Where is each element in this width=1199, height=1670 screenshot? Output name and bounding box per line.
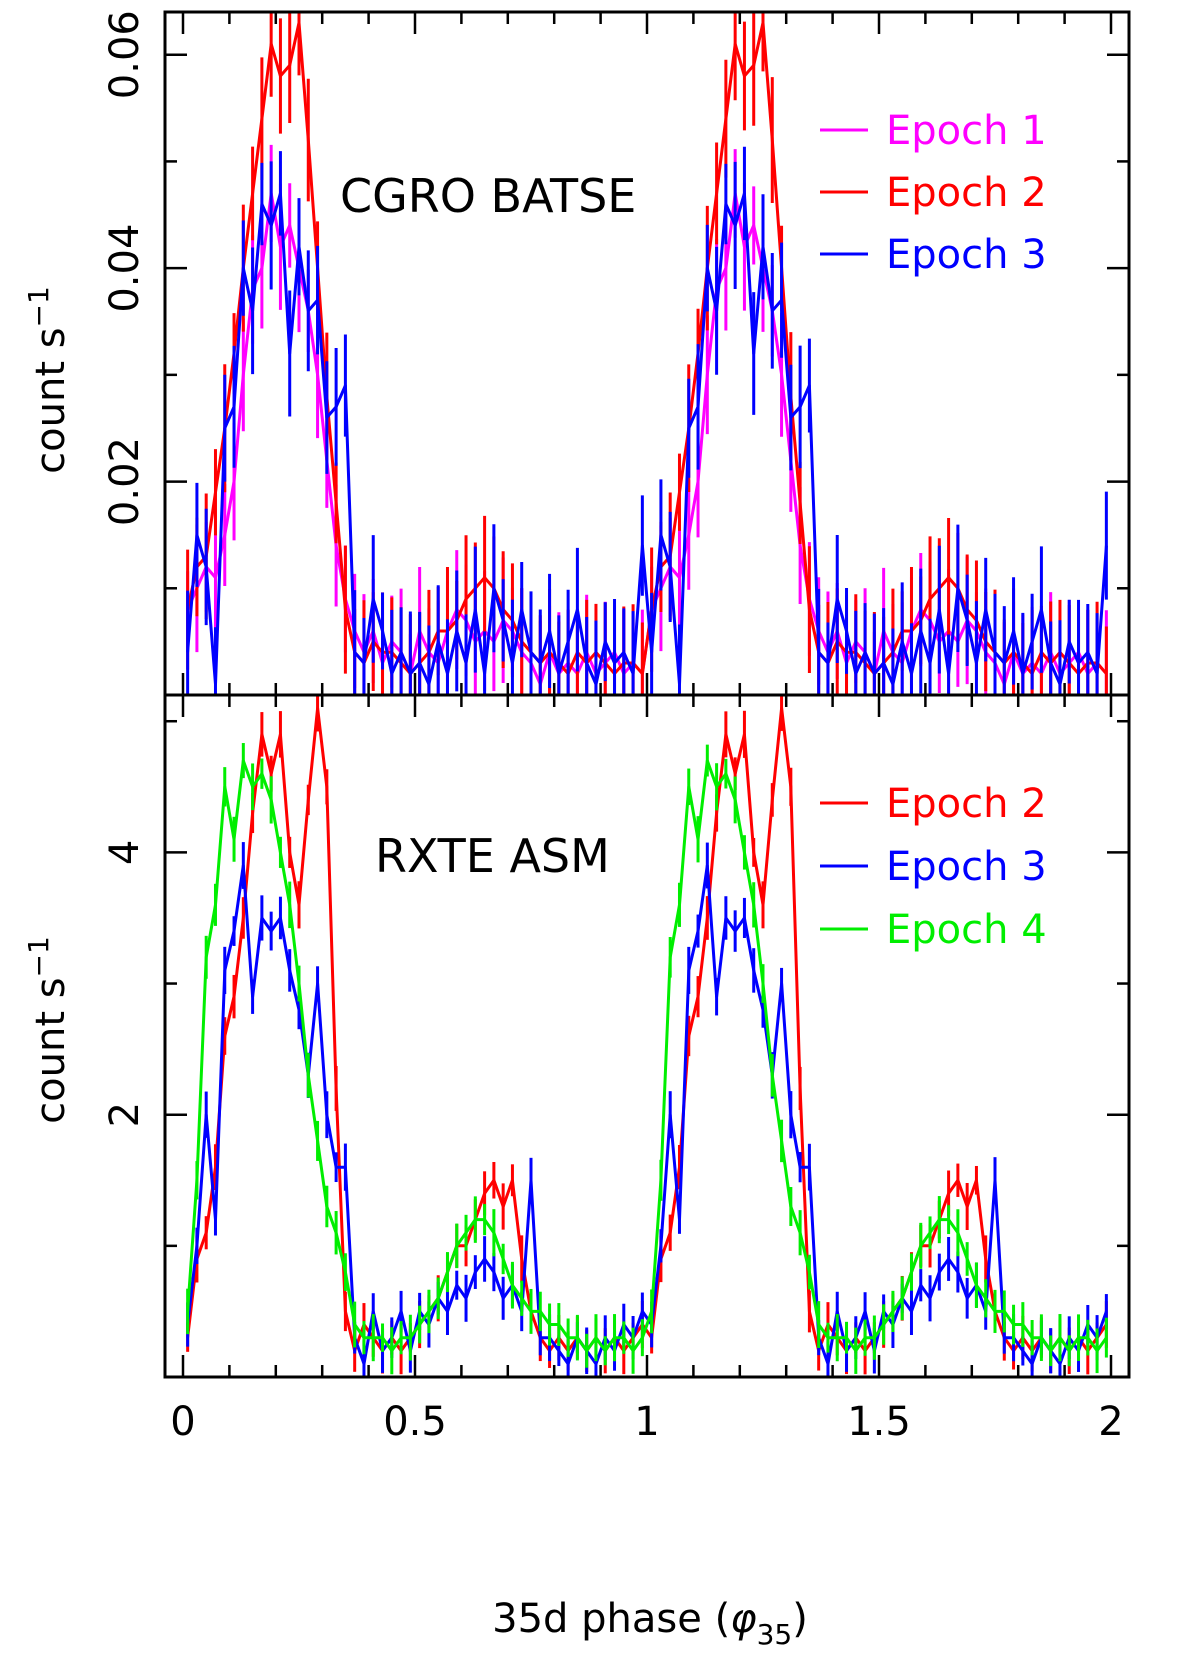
top-legend: Epoch 1 Epoch 2 Epoch 3	[820, 108, 1047, 278]
bottom-y-axis-label: count s−1	[22, 936, 74, 1124]
series-line	[186, 191, 1108, 686]
bottom-x-tick-labels: 0 0.5 1 1.5 2	[170, 1399, 1123, 1445]
y-tick-label: 0.04	[102, 224, 148, 313]
bottom-plot-frame	[163, 693, 1131, 1379]
bottom-y-tick-labels: 24	[102, 840, 148, 1128]
legend-label: Epoch 3	[886, 844, 1047, 890]
bottom-legend: Epoch 2 Epoch 3 Epoch 4	[820, 781, 1047, 953]
top-y-tick-labels: 0.02 0.04 0.06	[102, 10, 148, 526]
y-tick-label: 2	[102, 1102, 148, 1127]
y-tick-label: 0.06	[102, 10, 148, 99]
top-panel-title: CGRO BATSE	[340, 169, 636, 223]
legend-label: Epoch 3	[886, 232, 1047, 278]
legend-label: Epoch 2	[886, 781, 1047, 827]
series-line	[186, 864, 1108, 1366]
series-epoch-3	[186, 146, 1108, 695]
bottom-series-group	[186, 695, 1108, 1377]
series-line	[186, 759, 1108, 1353]
top-series-group	[186, 12, 1108, 695]
top-ticks-group	[165, 12, 1129, 695]
legend-label: Epoch 2	[886, 170, 1047, 216]
bottom-ticks-group	[165, 695, 1129, 1377]
x-tick-label: 1	[634, 1399, 659, 1445]
bottom-panel-title: RXTE ASM	[375, 829, 610, 883]
x-tick-label: 1.5	[847, 1399, 911, 1445]
legend-label: Epoch 1	[886, 108, 1047, 154]
x-tick-label: 0.5	[383, 1399, 447, 1445]
series-line	[186, 706, 1108, 1353]
top-y-axis-label: count s−1	[22, 286, 74, 474]
legend-label: Epoch 4	[886, 907, 1047, 953]
series-epoch-4	[186, 743, 1108, 1375]
x-tick-label: 2	[1098, 1399, 1123, 1445]
x-tick-label: 0	[170, 1399, 195, 1445]
series-line	[186, 21, 1108, 676]
x-axis-label: 35d phase (φ35)	[492, 1596, 808, 1651]
y-tick-label: 0.02	[102, 437, 148, 526]
y-tick-label: 4	[102, 840, 148, 865]
